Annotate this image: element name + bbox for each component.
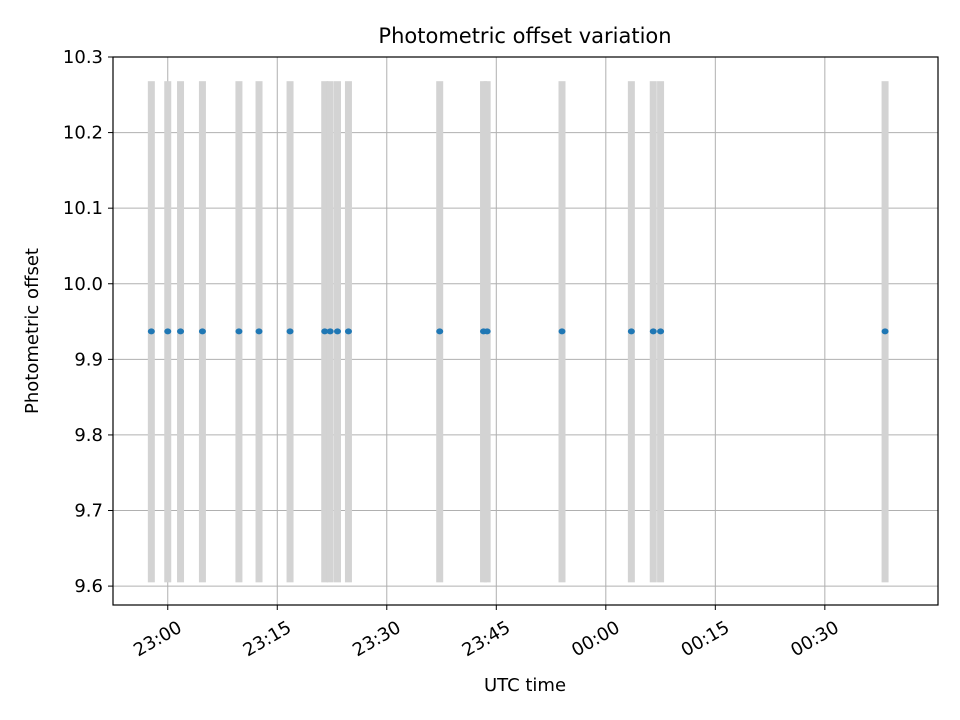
y-tick-label: 10.3	[63, 47, 103, 68]
y-tick-label: 9.6	[74, 576, 103, 597]
y-tick-label: 9.7	[74, 501, 103, 522]
data-points	[147, 328, 889, 335]
data-point	[255, 328, 263, 335]
data-point	[881, 328, 889, 335]
y-axis-label: Photometric offset	[22, 248, 43, 414]
data-point	[334, 328, 342, 335]
y-tick-labels: 9.6 9.7 9.8 9.9 10.0 10.1 10.2 10.3	[63, 47, 103, 597]
data-point	[147, 328, 155, 335]
data-point	[657, 328, 665, 335]
x-axis-label: UTC time	[484, 675, 566, 696]
data-point	[558, 328, 566, 335]
data-point	[198, 328, 206, 335]
data-point	[177, 328, 185, 335]
grid-lines	[113, 56, 938, 605]
data-point	[326, 328, 334, 335]
y-tick-label: 10.1	[63, 198, 103, 219]
chart-title: Photometric offset variation	[378, 24, 671, 48]
y-tick-label: 9.9	[74, 349, 103, 370]
data-point	[627, 328, 635, 335]
y-tick-label: 9.8	[74, 425, 103, 446]
y-tick-label: 10.0	[63, 274, 103, 295]
plot-frame	[112, 56, 939, 606]
data-point	[321, 328, 329, 335]
data-point	[483, 328, 491, 335]
data-point	[436, 328, 444, 335]
data-point	[649, 328, 657, 335]
data-point	[164, 328, 172, 335]
data-point	[344, 328, 352, 335]
y-tick-label: 10.2	[63, 123, 103, 144]
data-point	[286, 328, 294, 335]
axis-ticks	[108, 56, 826, 610]
data-point	[235, 328, 243, 335]
